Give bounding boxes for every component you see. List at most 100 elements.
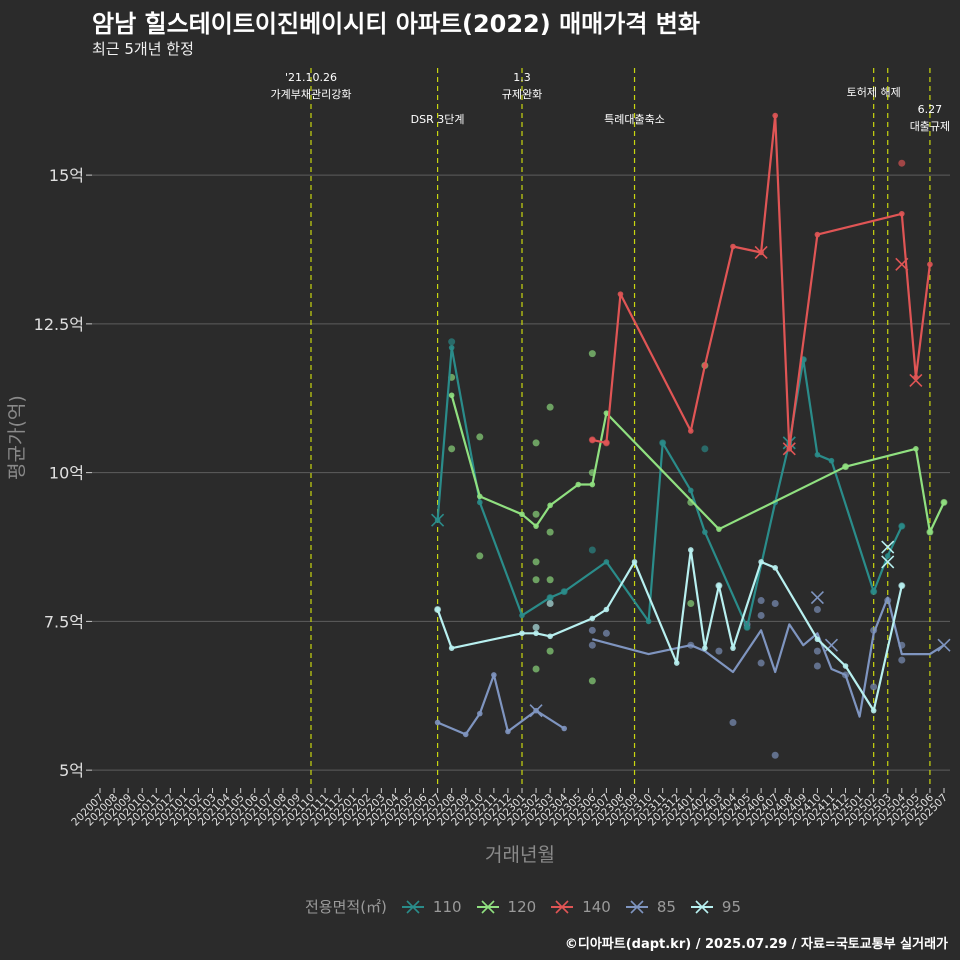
legend-key-110: [401, 899, 424, 914]
line-point-110: [645, 618, 652, 625]
line-point-110: [561, 588, 567, 595]
line-point-110: [659, 440, 666, 446]
data-point-120: [546, 403, 554, 411]
line-point-120: [842, 463, 849, 470]
event-label: 토허제 해제: [847, 85, 901, 99]
line-point-95: [603, 606, 610, 613]
legend-label: 95: [721, 897, 742, 916]
data-point-110: [448, 338, 456, 346]
data-point-120: [476, 552, 484, 560]
event-label: 6.27: [918, 103, 943, 116]
line-point-140: [899, 210, 905, 217]
line-point-95: [448, 645, 455, 651]
x-axis-label: 거래년월: [485, 844, 555, 866]
event-label: 가계부채관리강화: [271, 88, 352, 101]
data-point-85: [771, 600, 779, 608]
data-point-95: [546, 600, 554, 608]
data-point-85: [898, 656, 906, 664]
data-point-120: [532, 439, 540, 447]
line-point-140: [702, 362, 708, 369]
y-tick-label: 10억: [49, 464, 84, 483]
data-point-110: [588, 546, 596, 554]
series-line-140: [592, 114, 931, 450]
legend-item-95: 95: [690, 898, 741, 916]
cross-marker-110: [431, 513, 445, 527]
data-point-120: [588, 350, 596, 358]
line-point-95: [814, 636, 821, 643]
data-point-85: [813, 647, 821, 655]
cross-marker-95: [881, 555, 895, 569]
event-label: 1.3: [513, 71, 531, 84]
y-axis-label: 평균가(억): [6, 395, 28, 480]
line-point-110: [828, 457, 835, 464]
event-label: 규제완화: [502, 88, 542, 101]
legend-key-140: [551, 899, 574, 914]
data-point-120: [546, 528, 554, 536]
line-point-95: [870, 707, 877, 714]
line-point-120: [603, 410, 610, 416]
line-point-110: [899, 523, 905, 529]
data-point-120: [588, 677, 596, 685]
data-point-85: [588, 641, 596, 649]
line-point-95: [547, 633, 553, 640]
line-point-120: [533, 523, 539, 529]
line-point-95: [434, 606, 441, 613]
data-point-120: [546, 647, 554, 655]
line-point-120: [477, 493, 483, 500]
data-point-85: [588, 626, 596, 634]
line-point-95: [533, 630, 539, 637]
y-tick-label: 15억: [49, 166, 84, 185]
cross-marker-140: [782, 442, 796, 456]
line-point-120: [519, 511, 525, 518]
cross-marker-85: [529, 704, 543, 718]
line-point-110: [477, 499, 483, 506]
data-point-120: [532, 558, 540, 566]
event-label: 특례대출축소: [604, 113, 665, 126]
data-point-120: [448, 445, 456, 453]
line-point-95: [688, 547, 694, 553]
line-point-120: [941, 499, 947, 506]
cross-marker-140: [895, 257, 909, 271]
line-point-95: [842, 663, 849, 669]
cross-marker-85: [937, 638, 951, 652]
data-point-140: [898, 159, 906, 167]
legend-key-85: [625, 899, 648, 914]
line-point-85: [561, 725, 567, 732]
line-point-85: [434, 719, 441, 726]
legend-title: 전용면적(㎡): [305, 898, 387, 916]
line-point-95: [730, 645, 736, 651]
series-line-85: [592, 596, 945, 718]
event-label: DSR 3단계: [411, 113, 465, 126]
line-point-110: [814, 451, 821, 458]
legend-item-140: 140: [550, 898, 611, 916]
line-point-140: [927, 261, 933, 268]
legend-item-85: 85: [625, 898, 676, 916]
data-point-110: [701, 445, 709, 453]
legend-key-120: [476, 899, 499, 914]
legend: 전용면적(㎡) 110 120 140 85 95: [305, 896, 755, 917]
data-point-85: [729, 719, 737, 727]
data-point-120: [476, 433, 484, 441]
data-point-85: [870, 683, 878, 691]
legend-label: 85: [656, 897, 676, 916]
data-point-85: [771, 751, 779, 759]
line-point-120: [913, 446, 919, 452]
line-point-85: [491, 672, 497, 678]
line-point-110: [688, 487, 694, 494]
data-point-95: [532, 623, 540, 631]
line-point-120: [575, 481, 582, 488]
line-point-140: [730, 243, 736, 250]
line-point-110: [603, 559, 610, 565]
event-label: '21.10.26: [285, 71, 337, 84]
line-point-110: [884, 553, 891, 559]
cross-marker-140: [909, 373, 923, 387]
data-point-85: [757, 597, 765, 605]
line-point-120: [547, 502, 553, 509]
data-point-85: [602, 629, 610, 637]
line-point-110: [448, 344, 455, 351]
line-point-85: [462, 731, 469, 738]
data-point-120: [546, 576, 554, 584]
line-point-110: [744, 624, 750, 631]
